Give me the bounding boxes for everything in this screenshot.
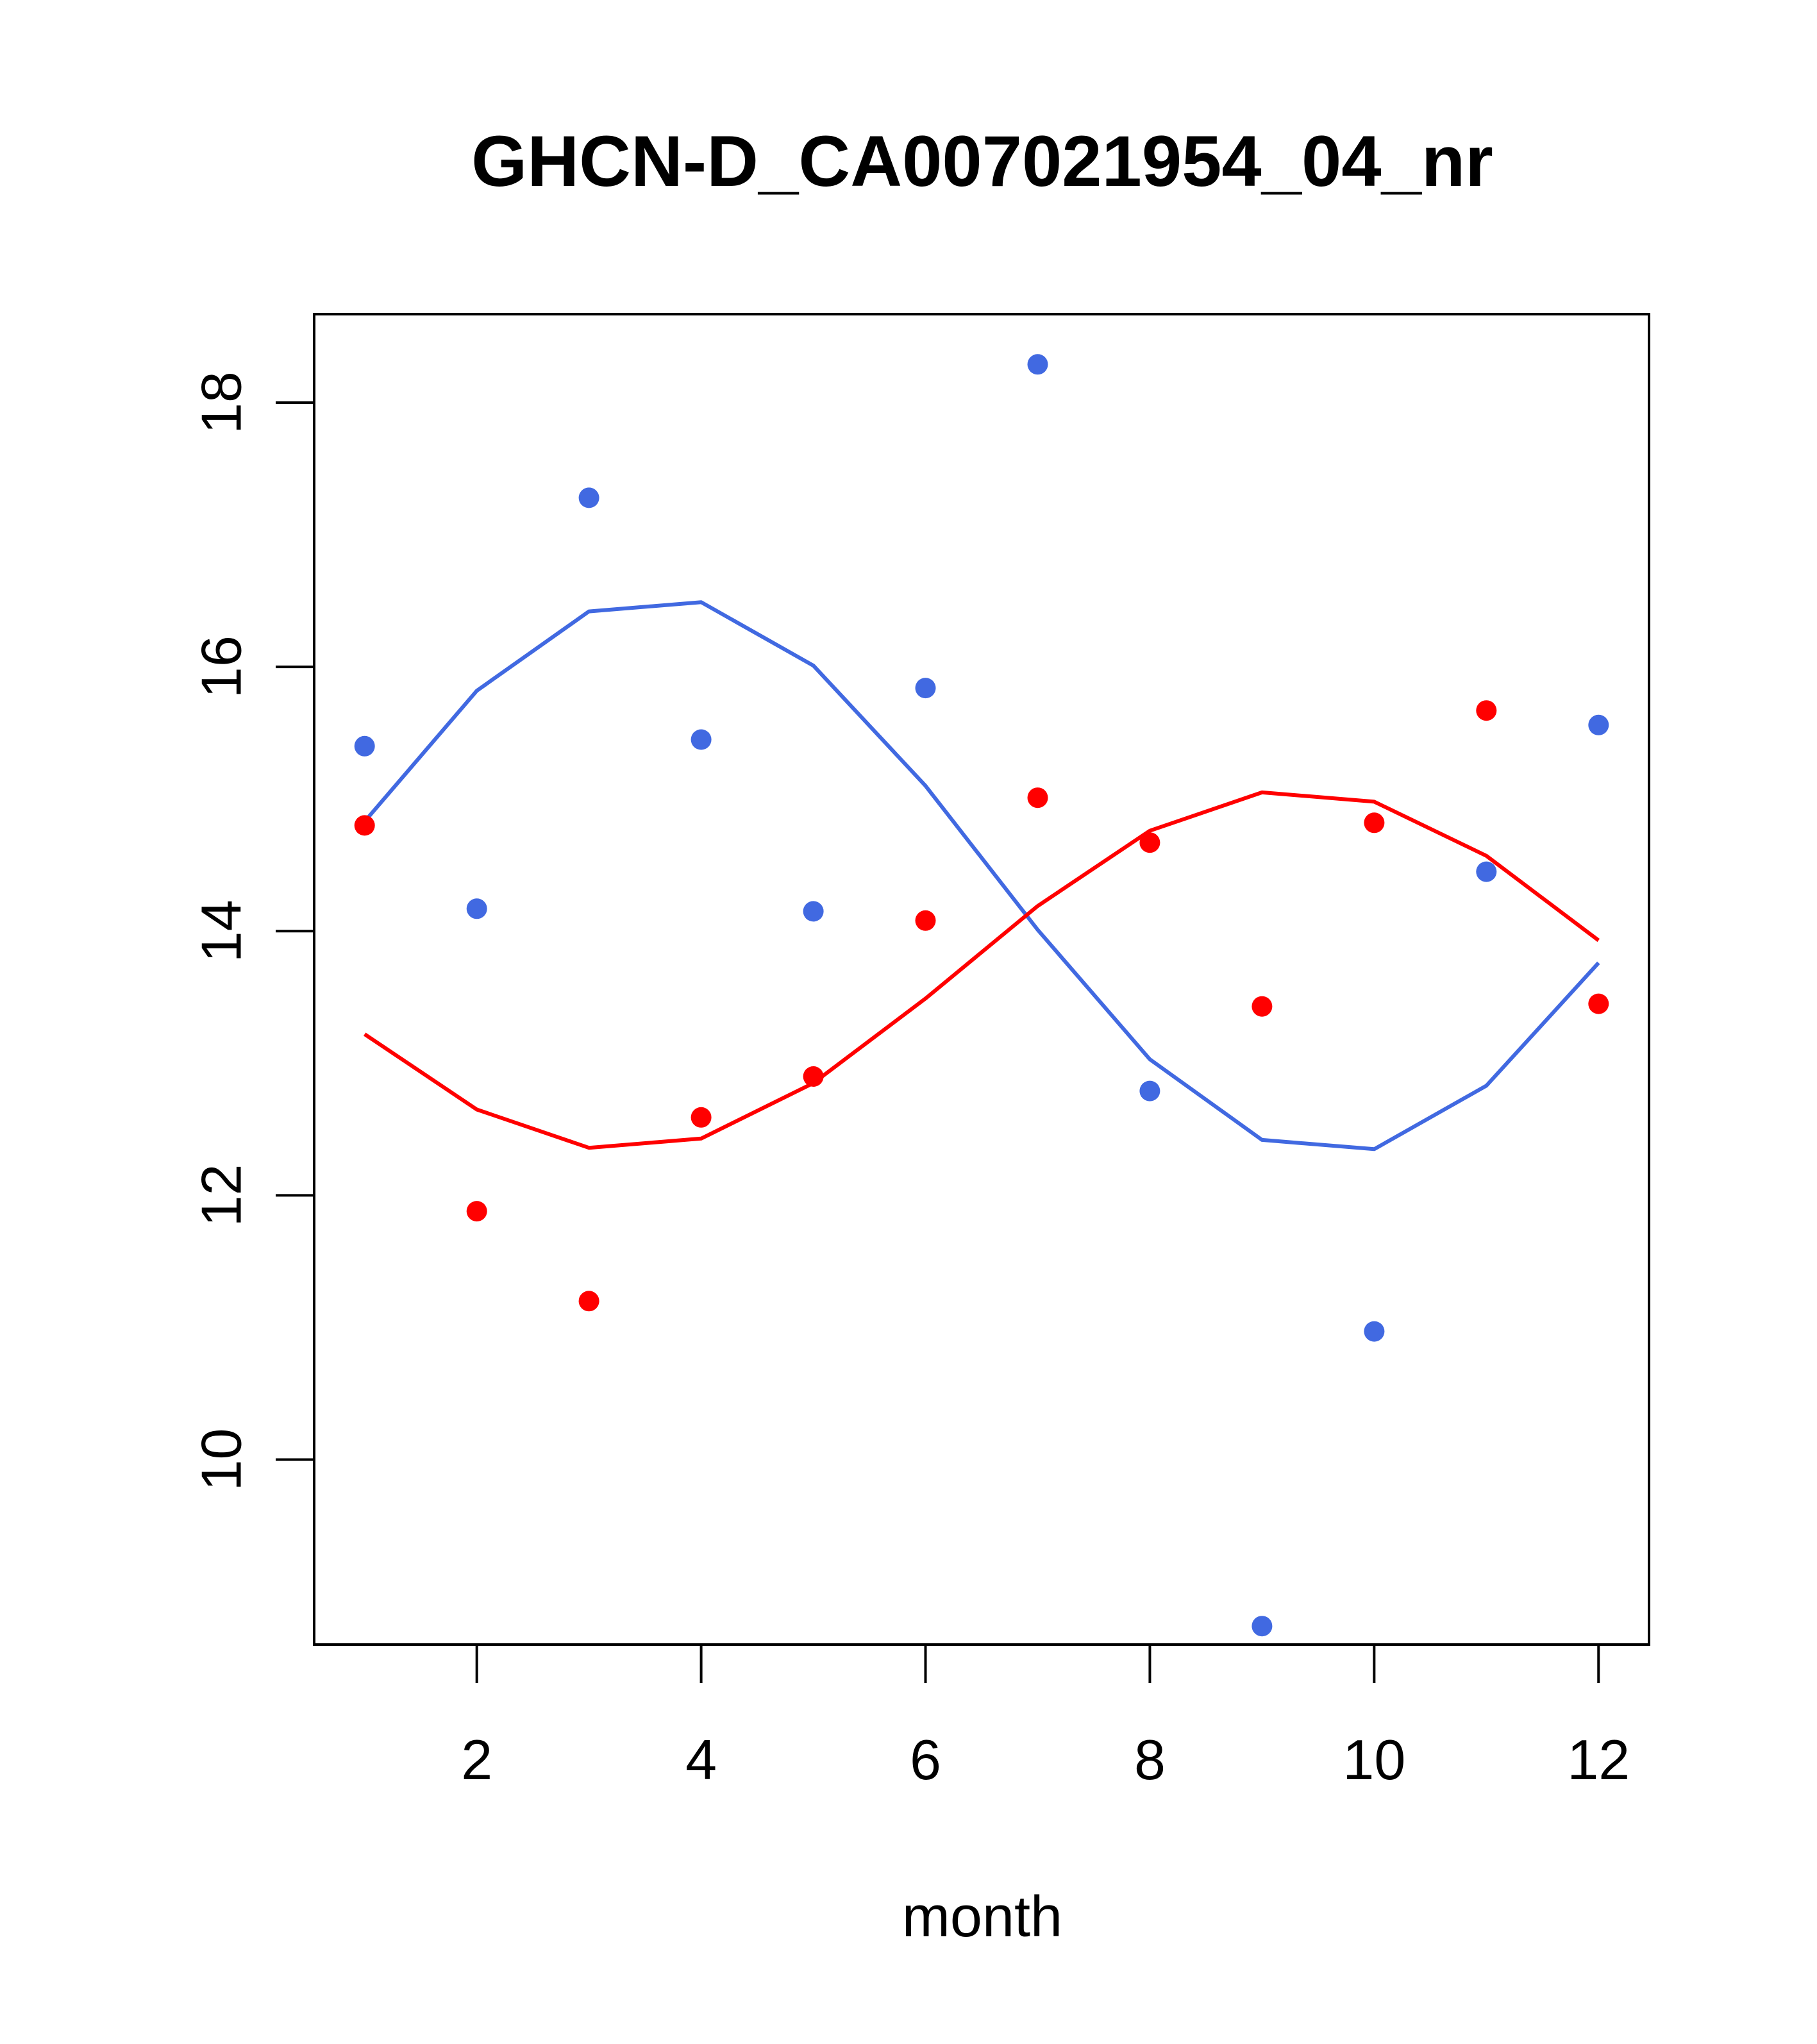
x-axis: 2 4 6 8 10 12 (461, 1643, 1630, 1791)
y-axis: 10 12 14 16 18 (190, 371, 315, 1491)
series-1-point (1252, 1616, 1273, 1637)
series-2-point (1252, 996, 1273, 1017)
y-tick-label: 18 (190, 371, 253, 434)
y-tick-label: 12 (190, 1164, 253, 1227)
series-1-point (466, 898, 487, 919)
series-1-point (915, 678, 936, 699)
plot-frame (313, 313, 1650, 1646)
plot-marks (354, 354, 1609, 1637)
series-2-point (578, 1291, 599, 1312)
series-2-point (1476, 700, 1497, 721)
series-2-point (354, 815, 375, 836)
series-2-point (803, 1066, 824, 1087)
series-2-point (915, 910, 936, 931)
series-1-point (1139, 1080, 1160, 1102)
chart-title: GHCN-D_CA007021954_04_nr (471, 121, 1493, 201)
series-1-point (1588, 714, 1609, 735)
y-tick-label: 16 (190, 635, 253, 698)
y-tick-label: 14 (190, 900, 253, 962)
series-2-line (364, 790, 1600, 1150)
series-1-point (578, 487, 599, 508)
series-2-point (1364, 812, 1385, 834)
series-1-point (1476, 861, 1497, 882)
x-tick-label: 2 (461, 1728, 492, 1791)
x-tick-label: 12 (1567, 1728, 1630, 1791)
series-2-point (1027, 787, 1048, 808)
y-tick-label: 10 (190, 1428, 253, 1491)
x-tick-label: 6 (910, 1728, 941, 1791)
x-tick-label: 10 (1343, 1728, 1405, 1791)
x-tick-label: 8 (1134, 1728, 1166, 1791)
series-1-point (691, 729, 712, 750)
series-1-point (1364, 1321, 1385, 1342)
series-2-point (691, 1107, 712, 1128)
series-1-point (803, 901, 824, 922)
x-tick-label: 4 (685, 1728, 717, 1791)
series-1-line (363, 600, 1600, 1152)
series-1-point (354, 735, 375, 757)
series-2-point (1588, 993, 1609, 1014)
series-1-point (1027, 354, 1048, 375)
series-2-point (1139, 832, 1160, 853)
series-2-point (466, 1201, 487, 1222)
x-axis-label: month (902, 1885, 1062, 1949)
